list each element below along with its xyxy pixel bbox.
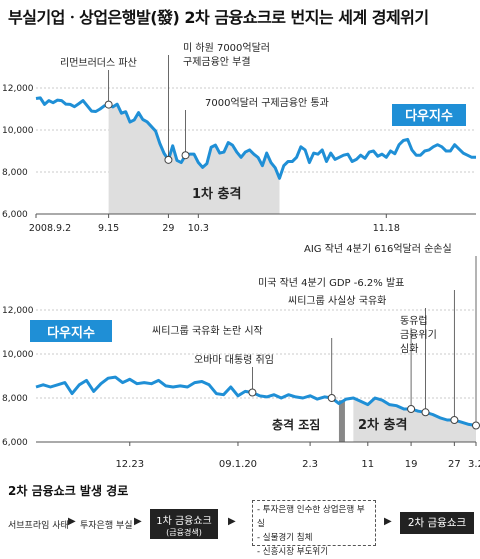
x-tick-label: 9.15 — [98, 223, 119, 234]
y-tick-label: 6,000 — [2, 210, 28, 220]
annotation-text: 씨티그룹 국유화 논란 시작 — [152, 325, 263, 337]
annotation-text: 미국 작년 4분기 GDP -6.2% 발표 — [258, 277, 404, 289]
y-tick-label: 12,000 — [2, 84, 34, 94]
page-title: 부실기업ㆍ상업은행발(發) 2차 금융쇼크로 번지는 세계 경제위기 — [8, 8, 429, 27]
x-tick-label: 12.23 — [115, 459, 144, 470]
flow-step-subprime: 서브프라임 사태 — [8, 521, 69, 531]
series-label-bg — [30, 320, 112, 342]
x-tick-label: 10.3 — [188, 223, 209, 234]
annotation-marker — [164, 155, 173, 164]
annotation-text: 오바마 대통령 취임 — [194, 353, 274, 366]
flow-box-first-shock: 1차 금융쇼크 (금융경색) — [150, 509, 218, 539]
flow-arrow-icon: ▶ — [68, 516, 76, 527]
x-tick-label: 2.3 — [302, 459, 318, 470]
annotation-text: 심화 — [400, 343, 418, 355]
x-tick-label: 3.2 — [468, 459, 480, 470]
shock-region — [108, 104, 280, 214]
flow-arrow-icon: ▶ — [134, 516, 142, 527]
annotation-text: 금융위기 — [400, 328, 437, 341]
annotation-marker — [450, 416, 459, 424]
flow-arrow-icon: ▶ — [384, 516, 392, 527]
flow-title: 2차 금융쇼크 발생 경로 — [8, 484, 129, 498]
y-tick-label: 8,000 — [2, 168, 28, 178]
x-tick-label: 2008.9.2 — [29, 223, 71, 234]
flow-arrow-icon: ▶ — [228, 516, 236, 527]
y-tick-label: 10,000 — [2, 126, 34, 136]
x-tick-label: 11.18 — [373, 223, 400, 234]
series-label: 다우지수 — [405, 108, 453, 124]
shock-label: 1차 충격 — [192, 186, 241, 202]
warning-label: 충격 조짐 — [272, 417, 320, 432]
flow-box1-label: 1차 금융쇼크 — [156, 516, 212, 527]
x-tick-label: 29 — [162, 223, 174, 234]
shock-region — [353, 398, 476, 442]
x-tick-label: 09.1.20 — [219, 459, 257, 470]
y-tick-label: 8,000 — [2, 394, 28, 404]
annotation-text: 동유럽 — [400, 315, 428, 327]
x-tick-label: 27 — [448, 459, 461, 470]
shock-label: 2차 충격 — [358, 417, 407, 433]
flow-cause-item: - 신흥시장 부도위기 — [257, 547, 329, 557]
shade-label-bg — [268, 414, 338, 434]
chart2: 12,000 10,000 8,000 6,000 12.23 09.1.20 2.3 11 1… — [2, 243, 480, 470]
annotation-marker — [472, 421, 480, 430]
warning-bar — [338, 400, 345, 442]
annotation-text: 미 하원 7000억달러 — [183, 41, 270, 54]
annotation-marker — [181, 151, 190, 160]
flow-cause-item: - 실물경기 침체 — [257, 533, 313, 543]
series-label-bg — [392, 104, 466, 126]
flow-step-ib: 투자은행 부실 — [80, 521, 133, 531]
y-tick-label: 10,000 — [2, 350, 34, 360]
annotation-marker — [407, 405, 416, 413]
y-tick-label: 12,000 — [2, 306, 34, 316]
annotation-text: 구제금융안 부결 — [183, 56, 251, 68]
annotation-text: AIG 작년 4분기 616억달러 순손실 — [304, 243, 452, 255]
annotation-text: 리먼브러더스 파산 — [60, 57, 137, 69]
flow-box1-sub: (금융경색) — [166, 528, 202, 537]
annotation-marker — [104, 100, 113, 109]
series-label: 다우지수 — [47, 325, 95, 341]
x-tick-label: 19 — [405, 459, 418, 470]
annotation-marker — [327, 394, 336, 402]
x-tick-label: 11 — [361, 459, 374, 470]
y-tick-label: 6,000 — [2, 438, 28, 448]
flow-box-causes: - 투자은행 인수한 상업은행 부실 - 실물경기 침체 - 신흥시장 부도위기 — [252, 500, 376, 557]
annotation-marker — [421, 408, 430, 417]
flow-cause-item: - 투자은행 인수한 상업은행 부실 — [257, 505, 365, 529]
annotation-text: 7000억달러 구제금융안 통과 — [205, 97, 329, 109]
flow-box-second-shock: 2차 금융쇼크 — [400, 512, 474, 534]
annotation-marker — [248, 388, 257, 397]
annotation-text: 씨티그룹 사실상 국유화 — [288, 295, 386, 307]
